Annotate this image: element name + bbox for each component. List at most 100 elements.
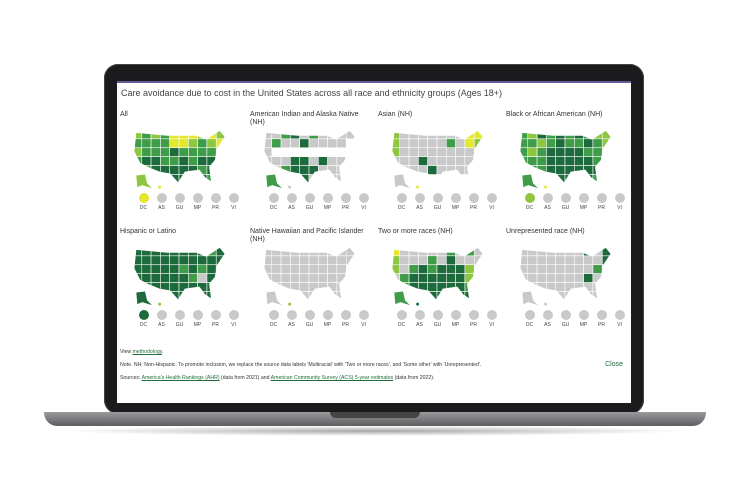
state-region[interactable] <box>546 247 556 257</box>
state-region[interactable] <box>262 282 273 292</box>
state-region[interactable] <box>178 282 189 292</box>
territory-dot[interactable] <box>432 310 443 320</box>
territory-vi[interactable]: VI <box>614 310 625 328</box>
state-region[interactable] <box>390 264 401 274</box>
state-region[interactable] <box>564 291 575 301</box>
alaska[interactable] <box>522 174 538 189</box>
territory-pr[interactable]: PR <box>210 193 221 211</box>
state-region[interactable] <box>290 255 300 266</box>
territory-dot[interactable] <box>174 310 185 320</box>
territory-dot[interactable] <box>138 310 149 320</box>
state-region[interactable] <box>345 282 355 292</box>
state-region[interactable] <box>197 165 208 175</box>
state-region[interactable] <box>473 282 483 292</box>
territory-mp[interactable]: MP <box>192 193 203 211</box>
state-region[interactable] <box>299 273 310 283</box>
state-region[interactable] <box>327 165 338 175</box>
state-region[interactable] <box>601 130 611 140</box>
state-region[interactable] <box>150 174 161 184</box>
state-region[interactable] <box>473 247 483 257</box>
state-region[interactable] <box>141 255 152 266</box>
state-region[interactable] <box>290 264 300 274</box>
state-region[interactable] <box>399 147 410 157</box>
state-region[interactable] <box>473 273 483 283</box>
state-region[interactable] <box>197 138 208 149</box>
state-region[interactable] <box>390 247 401 257</box>
state-region[interactable] <box>574 282 584 292</box>
state-region[interactable] <box>601 247 611 257</box>
state-region[interactable] <box>418 130 428 140</box>
territory-gu[interactable]: GU <box>560 193 571 211</box>
state-region[interactable] <box>290 174 300 184</box>
state-region[interactable] <box>215 255 225 266</box>
state-region[interactable] <box>418 183 427 191</box>
state-region[interactable] <box>592 138 603 149</box>
state-region[interactable] <box>188 165 198 175</box>
state-region[interactable] <box>290 273 300 283</box>
state-region[interactable] <box>408 255 419 266</box>
state-region[interactable] <box>436 247 447 257</box>
state-region[interactable] <box>527 273 538 283</box>
territory-dot[interactable] <box>578 310 589 320</box>
state-region[interactable] <box>592 156 603 166</box>
state-region[interactable] <box>336 174 347 184</box>
state-region[interactable] <box>564 138 575 149</box>
state-region[interactable] <box>328 183 337 191</box>
state-region[interactable] <box>464 147 475 157</box>
territory-dot[interactable] <box>358 310 369 320</box>
state-region[interactable] <box>583 291 594 301</box>
state-region[interactable] <box>427 264 438 274</box>
state-region[interactable] <box>555 156 566 166</box>
state-region[interactable] <box>345 130 355 140</box>
territory-dot[interactable] <box>542 193 553 203</box>
state-region[interactable] <box>555 255 566 266</box>
territory-vi[interactable]: VI <box>228 310 239 328</box>
state-region[interactable] <box>169 247 180 257</box>
state-region[interactable] <box>160 147 170 157</box>
state-region[interactable] <box>546 138 556 149</box>
state-region[interactable] <box>262 247 273 257</box>
hawaii[interactable] <box>416 185 420 189</box>
state-region[interactable] <box>592 255 603 266</box>
state-region[interactable] <box>455 264 466 274</box>
state-region[interactable] <box>555 174 566 184</box>
state-region[interactable] <box>206 264 217 274</box>
state-region[interactable] <box>418 273 428 283</box>
state-region[interactable] <box>473 138 483 149</box>
alaska[interactable] <box>266 174 282 189</box>
state-region[interactable] <box>197 130 208 140</box>
hawaii[interactable] <box>158 185 162 189</box>
state-region[interactable] <box>399 273 410 283</box>
state-region[interactable] <box>290 291 300 301</box>
territory-gu[interactable]: GU <box>174 310 185 328</box>
state-region[interactable] <box>446 183 455 191</box>
state-region[interactable] <box>308 273 319 283</box>
state-region[interactable] <box>474 183 483 191</box>
state-region[interactable] <box>327 174 338 184</box>
state-region[interactable] <box>574 147 584 157</box>
territory-dot[interactable] <box>396 193 407 203</box>
state-region[interactable] <box>141 156 152 166</box>
us-choropleth-map[interactable] <box>120 244 238 308</box>
state-region[interactable] <box>399 130 410 140</box>
state-region[interactable] <box>390 147 401 157</box>
state-region[interactable] <box>473 147 483 157</box>
territory-dot[interactable] <box>468 193 479 203</box>
territory-as[interactable]: AS <box>156 193 167 211</box>
state-region[interactable] <box>178 147 189 157</box>
state-region[interactable] <box>473 130 483 140</box>
territory-dot[interactable] <box>596 193 607 203</box>
state-region[interactable] <box>132 247 143 257</box>
state-region[interactable] <box>583 130 594 140</box>
close-button[interactable]: Close <box>605 361 623 368</box>
state-region[interactable] <box>390 138 401 149</box>
state-region[interactable] <box>555 130 566 140</box>
state-region[interactable] <box>262 255 273 266</box>
state-region[interactable] <box>178 174 189 184</box>
state-region[interactable] <box>536 273 547 283</box>
state-region[interactable] <box>592 130 603 140</box>
state-region[interactable] <box>271 138 282 149</box>
us-choropleth-map[interactable] <box>120 127 238 191</box>
state-region[interactable] <box>271 282 282 292</box>
state-region[interactable] <box>546 264 556 274</box>
